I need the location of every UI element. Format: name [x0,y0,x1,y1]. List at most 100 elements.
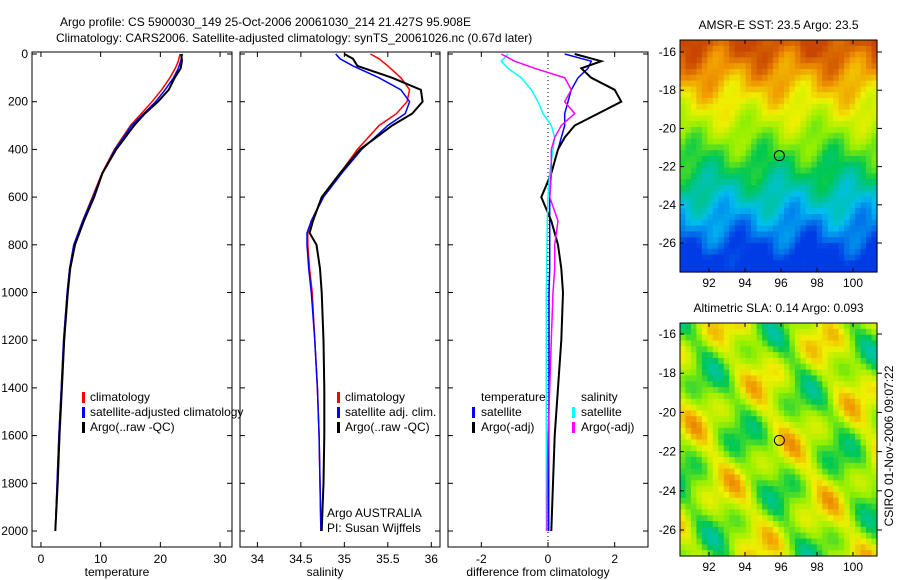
map-cell [789,357,796,365]
map-cell [723,398,730,406]
map-cell [827,51,834,58]
map-cell [690,456,698,464]
map-cell [860,410,867,417]
map-cell [723,219,730,227]
map-cell [838,387,845,394]
map-cell [740,208,747,215]
map-cell [860,225,867,232]
map-cell [783,323,791,330]
map-cell [860,439,867,446]
map-cell [773,69,780,76]
map-cell [680,185,687,192]
map-cell [844,433,851,441]
map-cell [833,387,840,394]
map-cell [860,260,867,267]
map-cell [827,515,834,522]
map-cell [822,328,829,336]
map-cell [745,185,752,192]
map-cell [756,260,763,267]
map-cell [833,497,840,505]
map-cell [756,491,763,499]
map-cell [866,109,873,116]
map-cell [690,381,698,388]
map-cell [696,57,703,64]
map-cell [762,74,769,82]
map-cell [767,445,774,452]
map-cell [751,63,758,70]
map-cell [680,219,687,227]
map-cell [762,63,769,70]
map-cell [805,486,812,493]
map-cell [701,375,708,382]
map-cell [701,260,708,267]
map-cell [811,144,818,151]
map-cell [844,40,851,47]
map-cell [701,515,708,522]
map-cell [794,503,801,510]
map-cell [816,45,823,53]
map-cell [712,144,719,151]
map-cell [712,260,719,267]
map-cell [838,468,845,476]
map-cell [783,328,791,336]
map-cell [680,45,687,53]
map-cell [740,416,747,423]
map-cell [871,231,878,238]
map-cell [833,526,840,534]
map-cell [740,363,747,371]
map-cell [729,334,736,342]
map-cell [712,439,719,446]
map-cell [844,427,851,435]
map-cell [751,248,758,256]
map-cell [838,109,845,116]
map-cell [816,144,823,151]
map-cell [690,404,698,411]
map-cell [701,225,708,232]
map-cell [745,173,752,180]
map-cell [701,422,708,429]
map-cell [729,179,736,186]
map-cell [838,40,845,47]
map-cell [871,214,878,221]
map-cell [734,369,741,377]
map-cell [773,248,780,256]
map-cell [680,392,687,400]
map-cell [811,328,818,336]
map-cell [729,375,736,382]
map-cell [800,544,807,551]
map-cell [756,544,763,551]
map-cell [816,480,823,487]
map-cell [827,323,834,330]
map-cell [745,521,752,528]
map-cell [745,237,752,244]
map-cell [811,103,818,111]
map-cell [734,254,741,261]
map-cell [767,109,774,116]
map-cell [756,161,763,169]
map-cell [740,45,747,53]
map-cell [685,550,692,557]
map-cell [745,167,752,174]
map-cell [756,214,763,221]
map-cell [707,491,714,499]
map-cell [855,208,862,215]
map-cell [860,486,867,493]
map-cell [794,63,801,70]
map-cell [816,456,823,464]
map-cell [800,433,807,441]
map-cell [712,328,719,336]
map-cell [805,214,812,221]
map-cell [827,550,834,557]
map-cell [701,196,708,203]
map-cell [718,225,725,232]
map-cell [767,185,774,192]
map-cell [871,86,878,93]
map-cell [734,468,741,476]
map-cell [783,115,791,122]
map-cell [685,526,692,534]
map-cell [745,538,752,545]
map-cell [740,433,747,441]
map-cell [838,439,845,446]
map-cell [794,248,801,256]
map-cell [822,416,829,423]
